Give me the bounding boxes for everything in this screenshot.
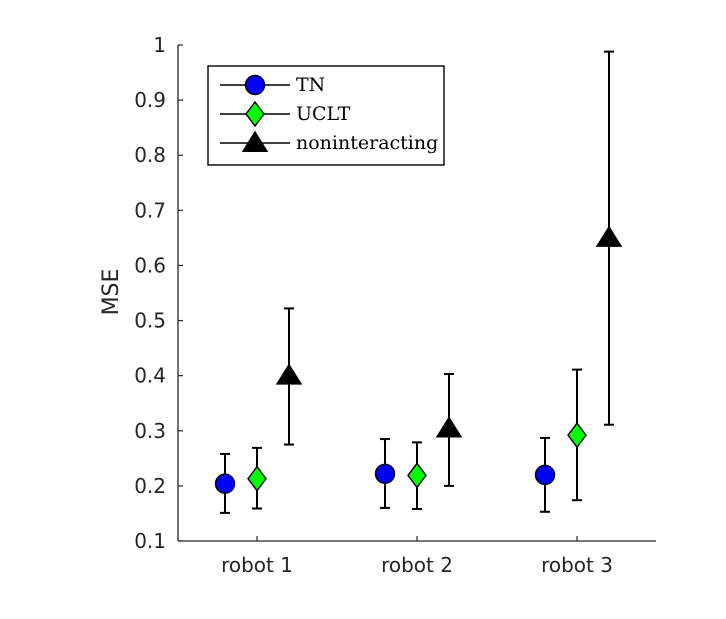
series-uclt — [247, 368, 587, 511]
series-noninteracting — [275, 50, 623, 487]
data-point — [534, 464, 556, 486]
legend-item-noninteracting: noninteracting — [220, 130, 438, 154]
legend-item-uclt: UCLT — [220, 100, 351, 128]
data-point — [374, 463, 396, 484]
y-ticks: 0.1 0.2 0.3 0.4 0.5 0.6 0.7 0.8 0.9 1 — [134, 33, 183, 553]
x-tick-label: robot 3 — [541, 553, 613, 577]
data-point — [567, 422, 587, 449]
x-tick-label: robot 1 — [221, 553, 293, 577]
data-point — [275, 363, 303, 385]
series-tn — [214, 436, 556, 514]
y-tick-label: 0.7 — [134, 198, 166, 222]
legend-label: UCLT — [296, 103, 351, 125]
legend-marker — [241, 130, 269, 152]
legend-label: noninteracting — [296, 132, 438, 154]
y-tick-label: 0.5 — [134, 309, 166, 333]
data-point — [214, 473, 236, 494]
legend-item-tn: TN — [220, 74, 325, 96]
y-tick-label: 1 — [153, 33, 166, 57]
data-point — [435, 416, 463, 438]
x-ticks: robot 1 robot 2 robot 3 — [221, 536, 613, 577]
y-axis-label: MSE — [99, 269, 124, 316]
y-tick-label: 0.8 — [134, 143, 166, 167]
data-marks — [214, 50, 623, 514]
y-tick-label: 0.2 — [134, 474, 166, 498]
y-tick-label: 0.9 — [134, 88, 166, 112]
legend-marker — [245, 100, 265, 128]
y-tick-label: 0.4 — [134, 364, 166, 388]
x-tick-label: robot 2 — [381, 553, 453, 577]
legend: TN UCLT noninteracting — [207, 65, 445, 166]
y-tick-label: 0.3 — [134, 419, 166, 443]
legend-label: TN — [296, 74, 325, 96]
data-point — [595, 225, 623, 247]
y-tick-label: 0.6 — [134, 253, 166, 277]
data-point — [247, 465, 267, 492]
y-tick-label: 0.1 — [134, 529, 166, 553]
legend-marker — [244, 74, 266, 96]
data-point — [407, 462, 427, 489]
